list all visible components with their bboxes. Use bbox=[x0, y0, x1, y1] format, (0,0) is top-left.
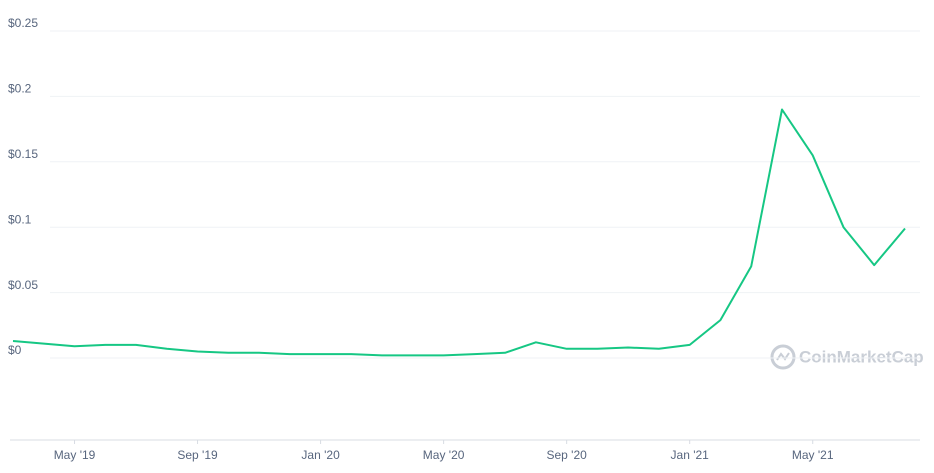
y-tick-label: $0.1 bbox=[8, 212, 32, 226]
x-tick-label: Sep '20 bbox=[546, 448, 587, 462]
x-tick-label: May '19 bbox=[54, 448, 96, 462]
price-line bbox=[12, 108, 906, 357]
y-tick-label: $0.05 bbox=[8, 278, 38, 292]
y-tick-label: $0.2 bbox=[8, 82, 32, 96]
x-tick-label: May '21 bbox=[792, 448, 834, 462]
y-tick-label: $0 bbox=[8, 343, 22, 357]
x-tick-label: Jan '21 bbox=[671, 448, 710, 462]
y-tick-label: $0.15 bbox=[8, 147, 38, 161]
x-tick-label: Jan '20 bbox=[301, 448, 340, 462]
watermark: CoinMarketCap bbox=[799, 347, 924, 366]
watermark-logo bbox=[770, 344, 796, 370]
y-tick-label: $0.25 bbox=[8, 16, 38, 30]
x-tick-label: Sep '19 bbox=[177, 448, 218, 462]
x-tick-label: May '20 bbox=[423, 448, 465, 462]
